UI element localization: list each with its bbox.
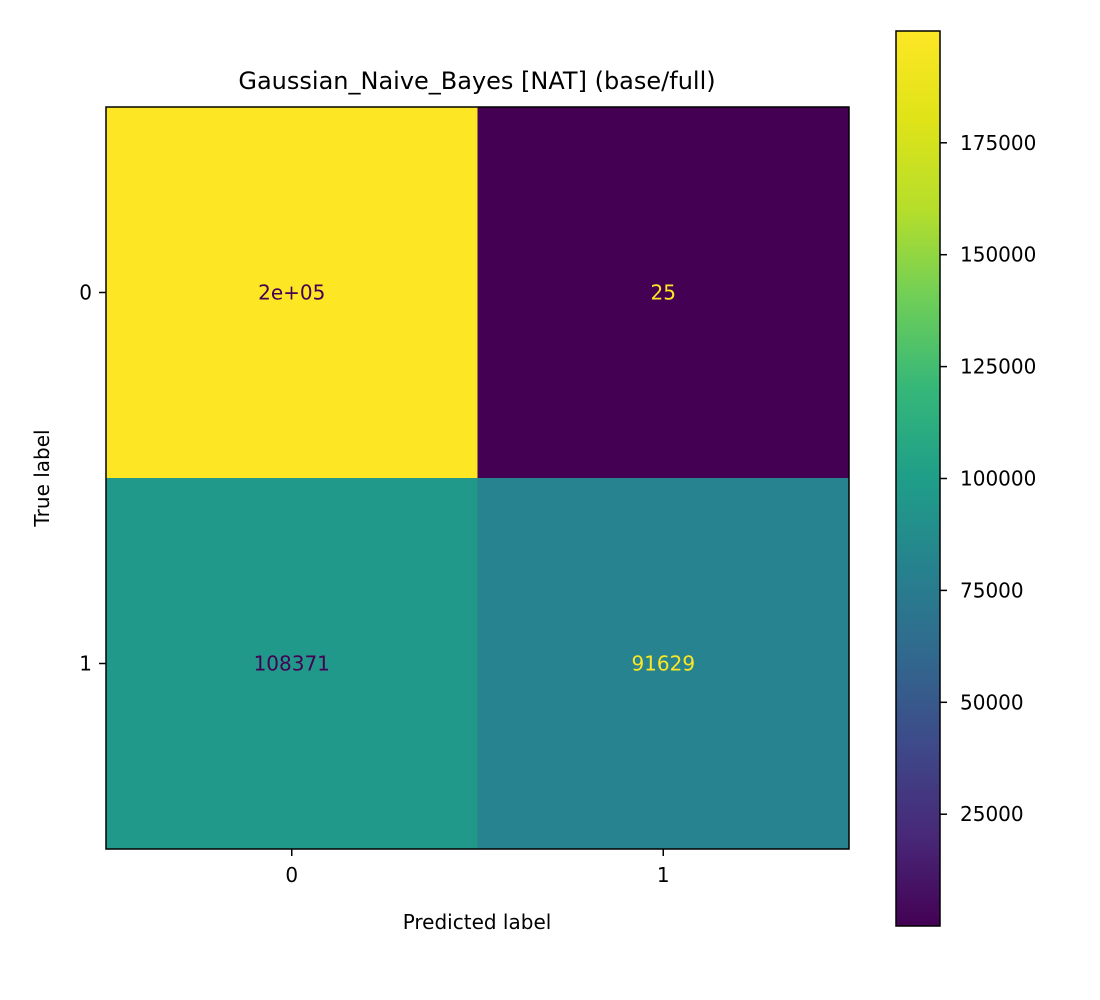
x-axis-label: Predicted label bbox=[403, 910, 552, 934]
colorbar-tick-label: 25000 bbox=[960, 802, 1024, 826]
colorbar-tick-label: 150000 bbox=[960, 243, 1036, 267]
heatmap-cell-1-0 bbox=[106, 478, 478, 850]
x-tick-label: 1 bbox=[657, 863, 670, 887]
colorbar-tick-label: 125000 bbox=[960, 355, 1036, 379]
cell-value-label: 108371 bbox=[254, 652, 330, 676]
axis-ticks: 0 1 0 1 bbox=[79, 281, 669, 888]
colorbar bbox=[896, 31, 940, 926]
heatmap-cell-1-1 bbox=[477, 478, 850, 850]
colorbar-tick-label: 100000 bbox=[960, 467, 1036, 491]
chart-title: Gaussian_Naive_Bayes [NAT] (base/full) bbox=[238, 67, 715, 95]
heatmap-cell-0-0 bbox=[106, 107, 478, 479]
colorbar-ticks: 25000 50000 75000 100000 125000 150000 175000 bbox=[940, 131, 1036, 826]
x-tick-label: 0 bbox=[285, 863, 298, 887]
colorbar-tick-label: 50000 bbox=[960, 690, 1024, 714]
heatmap-cells: 2e+05 25 108371 91629 bbox=[106, 107, 850, 850]
colorbar-tick-label: 175000 bbox=[960, 131, 1036, 155]
cell-value-label: 25 bbox=[651, 281, 676, 305]
cell-value-label: 91629 bbox=[631, 652, 695, 676]
y-axis-label: True label bbox=[30, 429, 54, 527]
plot-frame bbox=[105, 106, 850, 850]
y-tick-label: 0 bbox=[79, 281, 92, 305]
cell-value-label: 2e+05 bbox=[258, 281, 325, 305]
heatmap-cell-0-1 bbox=[477, 107, 850, 479]
colorbar-tick-label: 75000 bbox=[960, 578, 1024, 602]
y-tick-label: 1 bbox=[79, 652, 92, 676]
